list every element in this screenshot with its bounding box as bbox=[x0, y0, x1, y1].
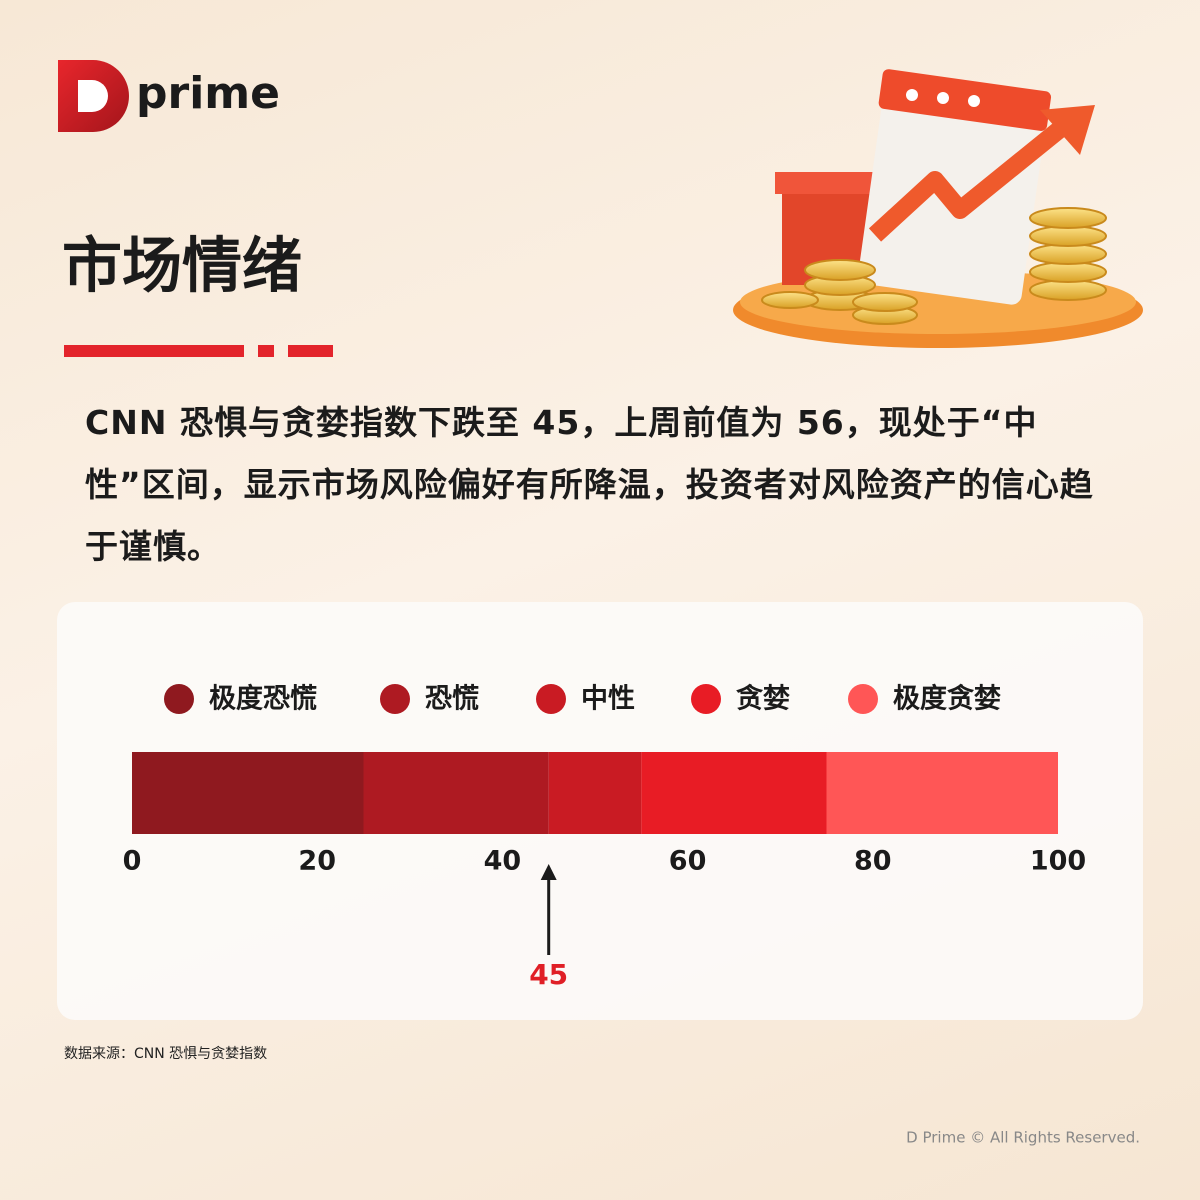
legend-swatch bbox=[380, 684, 410, 714]
x-tick-label: 40 bbox=[484, 846, 522, 877]
legend-label: 恐慌 bbox=[425, 684, 479, 715]
x-tick-label: 0 bbox=[123, 846, 142, 877]
x-tick-label: 20 bbox=[298, 846, 336, 877]
x-tick-label: 100 bbox=[1030, 846, 1086, 877]
legend-swatch bbox=[164, 684, 194, 714]
range-segment bbox=[548, 752, 642, 834]
legend-swatch bbox=[536, 684, 566, 714]
legend-swatch bbox=[848, 684, 878, 714]
legend-label: 极度贪婪 bbox=[893, 683, 1001, 715]
pointer-head bbox=[540, 864, 557, 880]
logo-text: prime bbox=[136, 68, 280, 119]
legend-label: 极度恐慌 bbox=[209, 683, 317, 715]
range-segment bbox=[826, 752, 1058, 834]
legend-swatch bbox=[691, 684, 721, 714]
x-tick-label: 80 bbox=[854, 846, 892, 877]
range-segment bbox=[641, 752, 827, 834]
source: 数据来源：CNN 恐惧与贪婪指数 bbox=[64, 1046, 267, 1062]
chart: 极度恐慌 恐慌 中性 贪婪 极度贪婪 0 20 40 60 80 100 45 bbox=[123, 683, 1087, 992]
body-text: CNN 恐惧与贪婪指数下跌至 45，上周前值为 56，现处于“中性”区间，显示市… bbox=[85, 403, 1094, 566]
illustration bbox=[733, 69, 1143, 348]
range-segment bbox=[132, 752, 364, 834]
title-underline bbox=[64, 345, 333, 357]
copyright: D Prime © All Rights Reserved. bbox=[906, 1129, 1140, 1147]
x-tick-label: 60 bbox=[669, 846, 707, 877]
legend-label: 中性 bbox=[581, 684, 635, 715]
range-segment bbox=[363, 752, 549, 834]
title: 市场情绪 bbox=[62, 232, 302, 302]
pointer-label: 45 bbox=[529, 958, 568, 991]
legend-label: 贪婪 bbox=[736, 683, 790, 715]
logo-mark bbox=[58, 60, 129, 132]
